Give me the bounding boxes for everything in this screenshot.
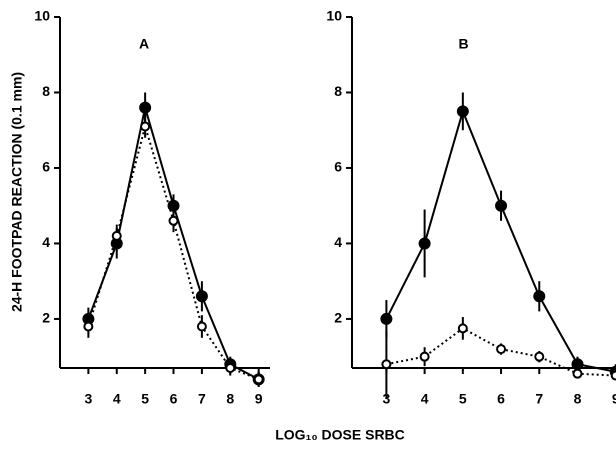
marker — [534, 351, 545, 362]
marker — [381, 359, 392, 370]
y-tick-label: 6 — [334, 159, 342, 175]
x-tick-label: 5 — [141, 391, 149, 407]
y-tick-label: 10 — [34, 8, 50, 24]
marker — [140, 121, 151, 132]
y-tick-label: 4 — [42, 234, 50, 250]
x-tick-label: 7 — [198, 391, 206, 407]
x-tick-label: 9 — [255, 391, 263, 407]
y-tick-label: 8 — [334, 83, 342, 99]
x-tick-label: 5 — [459, 391, 467, 407]
x-tick-label: 8 — [574, 391, 582, 407]
x-tick-label: 6 — [170, 391, 178, 407]
marker — [111, 230, 122, 241]
marker — [495, 199, 508, 212]
y-tick-label: 10 — [326, 8, 342, 24]
marker — [457, 323, 468, 334]
marker — [418, 237, 431, 250]
x-tick-label: 7 — [535, 391, 543, 407]
x-axis-label: LOG₁₀ DOSE SRBC — [275, 427, 405, 443]
marker — [225, 363, 236, 373]
marker — [533, 290, 546, 303]
marker — [419, 351, 430, 362]
marker — [253, 374, 264, 385]
y-axis-label: 24-H FOOTPAD REACTION (0.1 mm) — [9, 72, 25, 312]
marker — [195, 290, 208, 303]
marker — [196, 321, 207, 332]
y-tick-label: 8 — [42, 83, 50, 99]
x-tick-label: 8 — [226, 391, 234, 407]
y-tick-label: 2 — [42, 310, 50, 326]
x-tick-label: 4 — [113, 391, 121, 407]
marker — [83, 321, 94, 332]
marker — [610, 370, 616, 381]
marker — [456, 105, 469, 118]
panel-title: B — [459, 36, 469, 52]
marker — [571, 358, 584, 371]
x-tick-label: 6 — [497, 391, 505, 407]
panel-title: A — [139, 36, 149, 52]
y-tick-label: 6 — [42, 159, 50, 175]
marker — [572, 368, 583, 379]
x-tick-label: 3 — [382, 391, 390, 407]
marker — [496, 344, 507, 355]
marker — [168, 215, 179, 226]
y-tick-label: 2 — [334, 310, 342, 326]
marker — [139, 101, 152, 114]
x-tick-label: 9 — [612, 391, 616, 407]
x-tick-label: 4 — [421, 391, 429, 407]
marker — [380, 312, 393, 325]
x-tick-label: 3 — [84, 391, 92, 407]
y-tick-label: 4 — [334, 234, 342, 250]
